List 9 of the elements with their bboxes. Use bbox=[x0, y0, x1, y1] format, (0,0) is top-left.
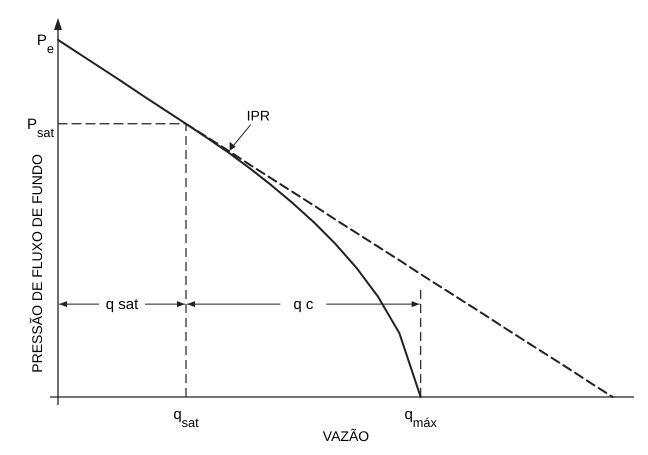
annotation: IPR bbox=[246, 108, 270, 124]
x-tick-label: q$_{máx}$ bbox=[404, 406, 438, 430]
x-axis-title: VAZÃO bbox=[322, 428, 370, 444]
annotation: P$_{sat}$ bbox=[26, 116, 54, 140]
annotation: P$_{e}$ bbox=[36, 32, 54, 56]
annotation: q sat bbox=[106, 296, 140, 314]
annotation: q c bbox=[293, 296, 314, 314]
x-tick-label: q$_{sat}$ bbox=[173, 406, 200, 430]
y-axis-title: PRESSÃO DE FLUXO DE FUNDO bbox=[29, 154, 45, 373]
